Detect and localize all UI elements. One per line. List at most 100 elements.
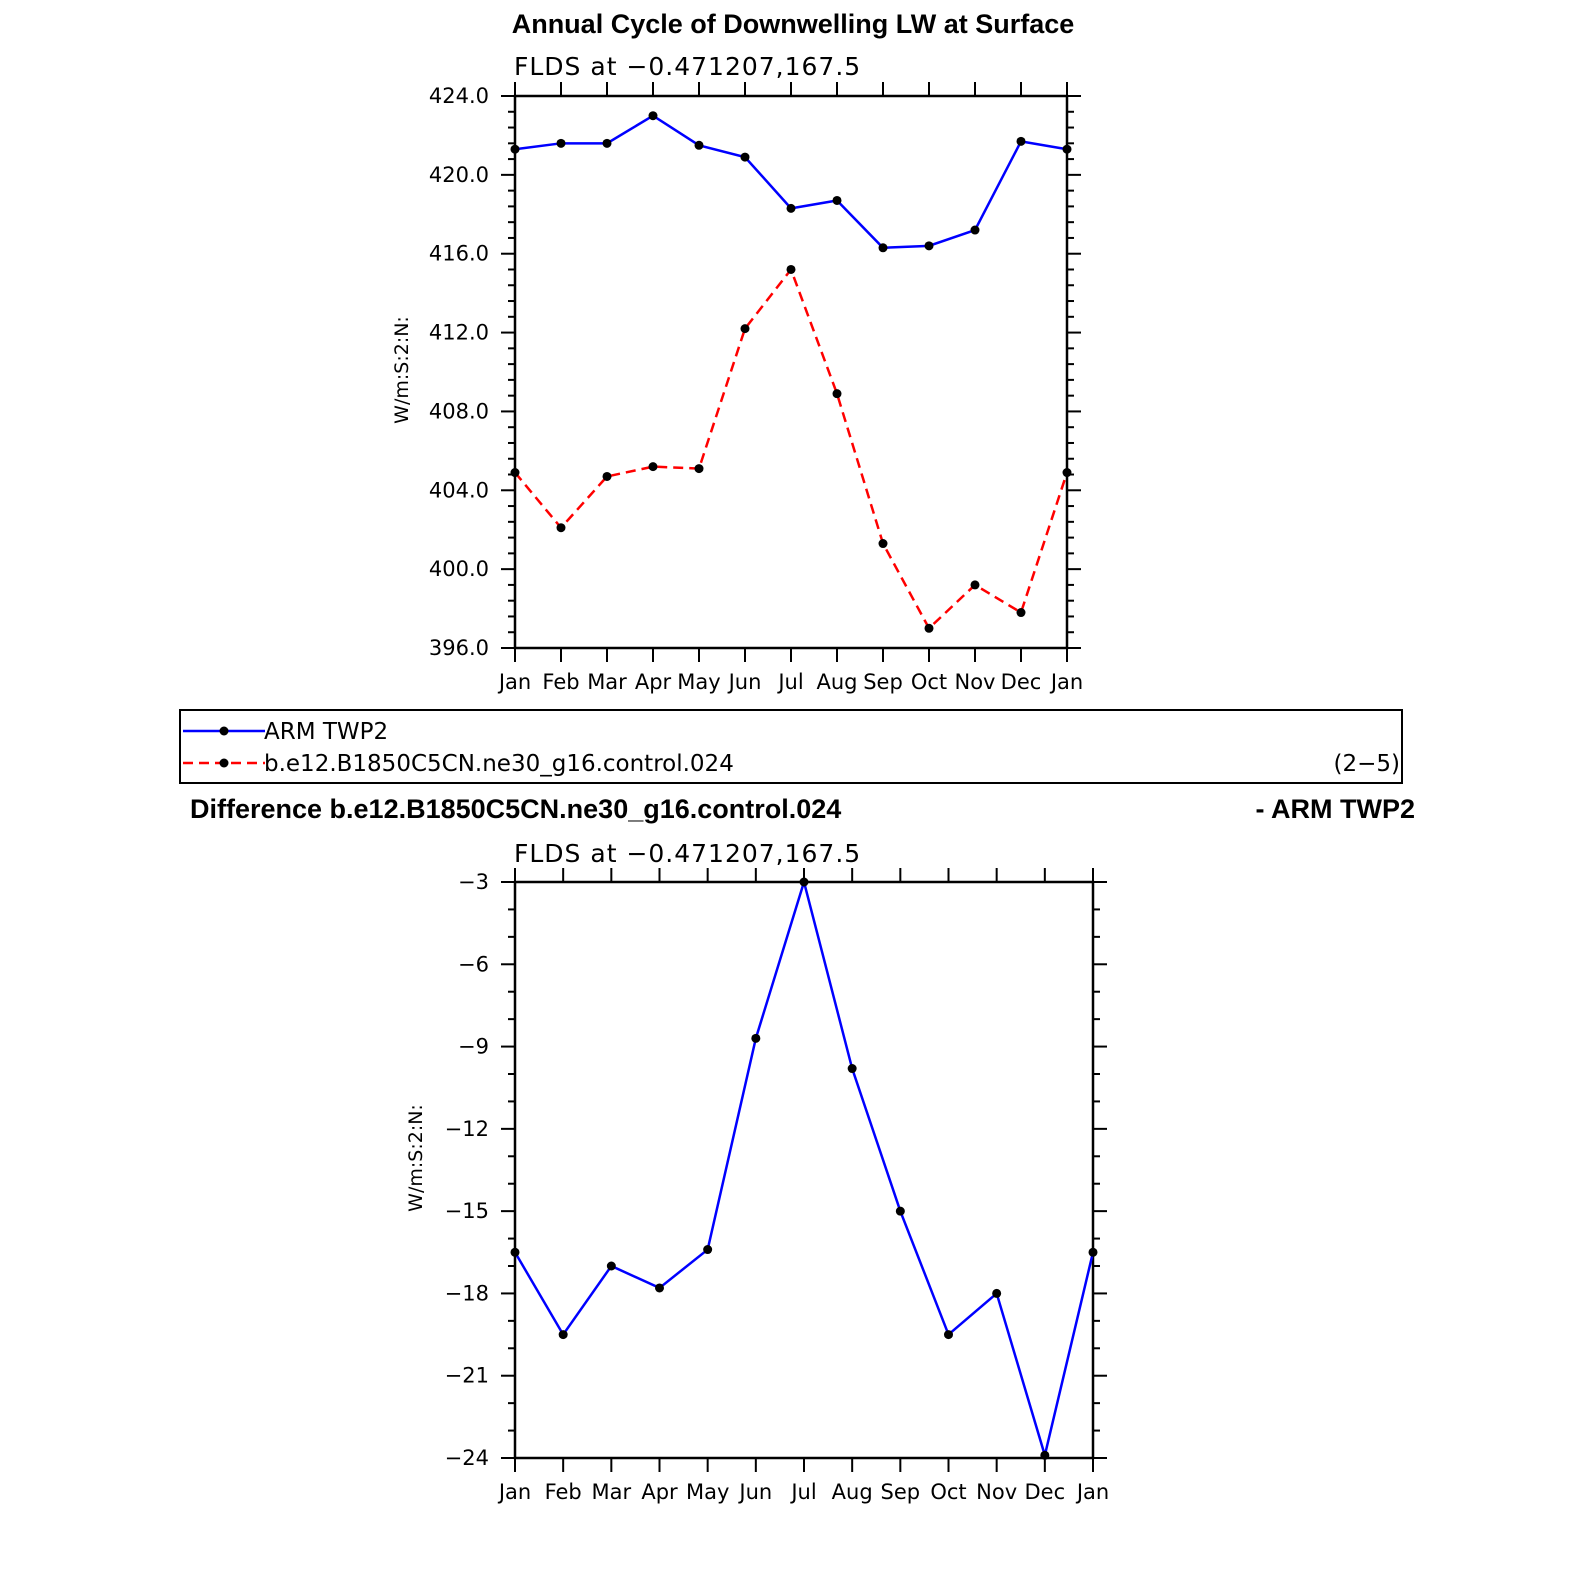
x-tick-label: Feb	[545, 1480, 582, 1504]
x-tick-label: Mar	[592, 1480, 632, 1504]
y-tick-label: −9	[458, 1035, 489, 1059]
x-tick-label: Aug	[832, 1480, 873, 1504]
y-tick-label: 400.0	[429, 557, 489, 581]
series-0-point	[992, 1288, 1002, 1298]
bottom-chart-title-right: - ARM TWP2	[1256, 794, 1415, 824]
series-1-point	[970, 580, 980, 590]
series-0-point	[510, 1247, 520, 1257]
legend-marker-model	[219, 758, 229, 768]
bottom-chart-axes: −3 −6 −9 −12 −15 −18 −21 −24 Jan Feb Mar Apr May Jun J…	[445, 868, 1109, 1504]
legend-label-arm: ARM TWP2	[264, 719, 388, 745]
x-tick-label: Nov	[976, 1480, 1017, 1504]
series-0-point	[832, 195, 842, 205]
top-chart: Annual Cycle of Downwelling LW at Surfac…	[391, 9, 1083, 694]
x-tick-label: Oct	[911, 670, 947, 694]
series-0-point	[1088, 1247, 1098, 1257]
legend: ARM TWP2 b.e12.B1850C5CN.ne30_g16.contro…	[179, 709, 1403, 784]
series-0-point	[556, 138, 566, 148]
plot-frame	[513, 94, 1069, 650]
series-1-point	[556, 523, 566, 533]
y-tick-label: 404.0	[429, 478, 489, 502]
bottom-chart: Difference b.e12.B1850C5CN.ne30_g16.cont…	[190, 794, 1415, 1504]
x-tick-label: Dec	[1001, 670, 1042, 694]
series-0-point	[847, 1064, 857, 1074]
series-1-point	[510, 468, 520, 478]
plot-frame	[513, 880, 1095, 1460]
series-0-point	[510, 144, 520, 154]
bottom-chart-title: Difference b.e12.B1850C5CN.ne30_g16.cont…	[190, 794, 841, 824]
series-0-point	[786, 203, 796, 213]
series-0-point	[558, 1330, 568, 1340]
x-tick-label: Jun	[737, 1480, 772, 1504]
legend-marker-arm	[219, 726, 229, 736]
series-0-point	[799, 877, 809, 887]
y-tick-label: −24	[445, 1446, 489, 1470]
x-tick-label: Jan	[497, 1480, 531, 1504]
top-chart-subtitle: FLDS at −0.471207,167.5	[514, 52, 861, 81]
series-0-point	[602, 138, 612, 148]
x-tick-label: Mar	[587, 670, 627, 694]
y-tick-label: 408.0	[429, 399, 489, 423]
series-1-point	[1062, 468, 1072, 478]
y-tick-label: 420.0	[429, 163, 489, 187]
x-tick-label: Feb	[542, 670, 579, 694]
series-0-point	[924, 241, 934, 251]
series-0-point	[895, 1206, 905, 1216]
x-tick-label: Dec	[1025, 1480, 1066, 1504]
series-0-point	[606, 1261, 616, 1271]
x-tick-label: Jan	[497, 670, 531, 694]
y-tick-label: −15	[445, 1199, 489, 1223]
bottom-chart-ylabel: W/m:S:2:N:	[405, 1104, 427, 1212]
y-tick-label: −21	[445, 1364, 489, 1388]
y-tick-label: 396.0	[429, 636, 489, 660]
series-1-point	[1016, 608, 1026, 618]
series-line-0	[514, 114, 1068, 250]
series-1-point	[740, 324, 750, 334]
y-tick-label: −18	[445, 1281, 489, 1305]
bottom-chart-series	[510, 877, 1098, 1461]
legend-box	[179, 709, 1403, 784]
series-1-point	[924, 623, 934, 633]
bottom-chart-subtitle: FLDS at −0.471207,167.5	[514, 839, 861, 868]
x-tick-label: Jul	[776, 670, 803, 694]
x-tick-label: Jun	[727, 670, 762, 694]
series-0-point	[1062, 144, 1072, 154]
y-tick-label: 412.0	[429, 321, 489, 345]
top-chart-ylabel: W/m:S:2:N:	[391, 316, 413, 424]
x-tick-label: Nov	[955, 670, 996, 694]
x-tick-label: May	[677, 670, 720, 694]
y-tick-label: −12	[445, 1117, 489, 1141]
series-line-0	[513, 877, 1095, 1461]
x-tick-label: Sep	[863, 670, 903, 694]
x-tick-label: Jan	[1075, 1480, 1109, 1504]
series-0-point	[1040, 1450, 1050, 1460]
series-1-point	[878, 539, 888, 549]
series-0-point	[970, 225, 980, 235]
y-tick-label: −6	[458, 952, 489, 976]
top-chart-series	[510, 111, 1072, 633]
top-chart-axes: 424.0 420.0 416.0 412.0 408.0 404.0 400.0 396.0…	[429, 82, 1083, 694]
series-0-point	[740, 152, 750, 162]
x-tick-label: May	[686, 1480, 729, 1504]
top-chart-title: Annual Cycle of Downwelling LW at Surfac…	[512, 9, 1075, 39]
y-tick-label: 424.0	[429, 84, 489, 108]
series-1-point	[648, 462, 658, 472]
legend-label-model: b.e12.B1850C5CN.ne30_g16.control.024	[264, 751, 734, 777]
series-0-point	[694, 140, 704, 150]
x-tick-label: Jul	[789, 1480, 816, 1504]
y-tick-label: 416.0	[429, 242, 489, 266]
series-1-point	[832, 389, 842, 399]
series-line-1	[514, 266, 1069, 631]
series-0-point	[648, 111, 658, 121]
x-tick-label: Apr	[635, 670, 672, 694]
series-0-point	[703, 1245, 713, 1255]
legend-panel-label: (2−5)	[1334, 751, 1400, 777]
series-1-point	[694, 464, 704, 474]
series-1-point	[602, 471, 612, 481]
x-tick-label: Aug	[816, 670, 857, 694]
series-0-point	[944, 1330, 953, 1340]
x-tick-label: Jan	[1049, 670, 1083, 694]
x-tick-label: Oct	[930, 1480, 966, 1504]
y-tick-label: −3	[458, 870, 489, 894]
